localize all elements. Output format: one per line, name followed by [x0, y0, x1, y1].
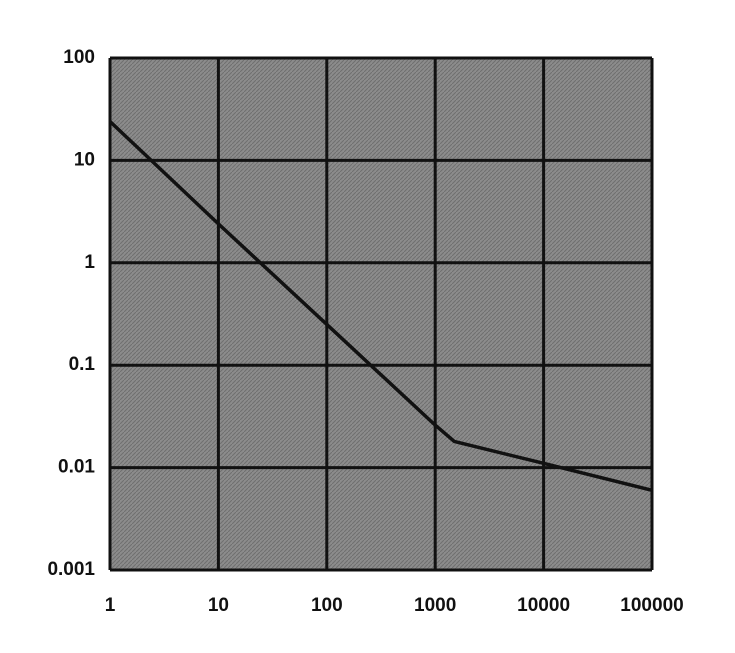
- y-tick-label: 0.1: [69, 354, 96, 375]
- y-tick-label: 10: [74, 149, 95, 170]
- data-line: [108, 120, 653, 493]
- x-tick-label: 100000: [620, 595, 683, 616]
- x-tick-label: 1: [105, 595, 116, 616]
- x-tick-label: 100: [311, 595, 343, 616]
- x-tick-label: 10000: [517, 595, 570, 616]
- x-tick-label: 10: [208, 595, 229, 616]
- y-tick-label: 0.001: [47, 559, 95, 580]
- x-tick-label: 1000: [414, 595, 456, 616]
- y-tick-label: 0.01: [58, 457, 95, 478]
- plot-area: [110, 58, 652, 570]
- y-tick-label: 100: [63, 47, 95, 68]
- y-tick-label: 1: [84, 252, 95, 273]
